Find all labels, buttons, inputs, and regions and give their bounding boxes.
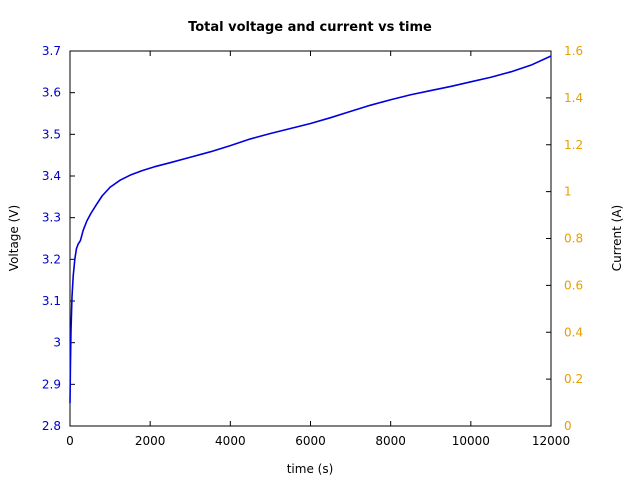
x-tick-label: 0 — [66, 434, 74, 448]
x-tick-label: 8000 — [375, 434, 406, 448]
x-tick-label: 4000 — [215, 434, 246, 448]
series-layer — [69, 55, 552, 404]
x-tick-label: 2000 — [135, 434, 166, 448]
y-left-tick-label: 2.9 — [42, 377, 61, 391]
y-right-tick-label: 1.4 — [564, 91, 583, 105]
x-tick-label: 6000 — [295, 434, 326, 448]
y-axis-right: 0 0.2 0.4 0.6 0.8 1 1.2 1.4 1.6 — [546, 44, 583, 433]
voltage-series-line — [69, 55, 552, 404]
y-axis-left-label: Voltage (V) — [7, 205, 21, 271]
y-left-tick-label: 3.4 — [42, 169, 61, 183]
x-axis: 0 2000 4000 6000 8000 10000 12000 — [66, 51, 570, 448]
x-axis-label: time (s) — [287, 462, 334, 476]
y-left-tick-label: 3.2 — [42, 252, 61, 266]
y-left-tick-label: 3.5 — [42, 127, 61, 141]
y-right-tick-label: 0.8 — [564, 232, 583, 246]
chart-title: Total voltage and current vs time — [188, 20, 432, 35]
y-axis-left: 2.8 2.9 3 3.1 3.2 3.3 3.4 3.5 3.6 3.7 — [42, 44, 75, 433]
y-left-tick-label: 3 — [53, 336, 61, 350]
y-left-tick-label: 3.7 — [42, 44, 61, 58]
y-right-tick-label: 0.6 — [564, 278, 583, 292]
x-tick-label: 10000 — [452, 434, 490, 448]
y-right-tick-label: 0 — [564, 419, 572, 433]
y-left-tick-label: 3.1 — [42, 294, 61, 308]
y-right-tick-label: 1 — [564, 185, 572, 199]
y-right-tick-label: 1.2 — [564, 138, 583, 152]
y-right-tick-label: 0.2 — [564, 372, 583, 386]
plot-frame — [69, 50, 552, 427]
y-left-tick-label: 3.6 — [42, 86, 61, 100]
y-left-tick-label: 2.8 — [42, 419, 61, 433]
y-left-tick-label: 3.3 — [42, 211, 61, 225]
y-right-tick-label: 1.6 — [564, 44, 583, 58]
y-right-tick-label: 0.4 — [564, 325, 583, 339]
y-axis-right-label: Current (A) — [610, 205, 624, 271]
x-tick-label: 12000 — [532, 434, 570, 448]
